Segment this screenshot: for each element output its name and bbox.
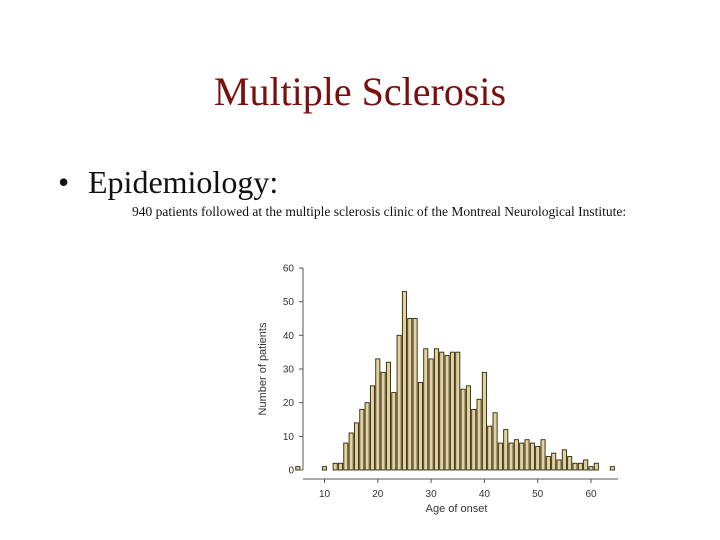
histogram-bar: [588, 466, 594, 471]
histogram-bar: [364, 402, 370, 471]
histogram-bar: [321, 466, 328, 471]
histogram-bar: [385, 361, 391, 471]
x-tick-label: 20: [372, 489, 384, 500]
histogram-bar: [476, 398, 482, 471]
histogram-bar: [513, 439, 519, 471]
y-axis-ticks: 0 10 20 30 40 50 60: [283, 264, 303, 477]
histogram-bar: [332, 462, 338, 471]
histogram-bar: [492, 412, 498, 471]
x-tick-label: 50: [532, 489, 544, 500]
histogram-bar: [481, 371, 487, 471]
histogram-bar: [524, 439, 530, 471]
y-tick-label: 40: [283, 331, 295, 342]
x-tick-label: 40: [479, 489, 491, 500]
y-tick-label: 20: [283, 398, 295, 409]
y-tick-label: 50: [283, 297, 295, 308]
histogram-bar: [353, 422, 360, 471]
histogram-bar: [375, 358, 381, 471]
histogram-bar: [609, 466, 615, 471]
bar-series: [295, 291, 615, 471]
histogram-bar: [545, 456, 551, 471]
histogram-bar: [401, 291, 407, 471]
histogram-bar: [337, 462, 344, 471]
bullet-item: • Epidemiology:: [58, 164, 278, 201]
y-tick-label: 10: [283, 432, 295, 443]
histogram-bar: [396, 334, 402, 471]
histogram-bar: [593, 462, 599, 471]
histogram-bar: [503, 429, 509, 471]
histogram-bar: [359, 408, 365, 471]
histogram-bar: [487, 425, 493, 471]
histogram-bar: [407, 318, 413, 471]
y-tick-label: 0: [288, 466, 294, 477]
y-tick-label: 30: [283, 365, 295, 376]
histogram-bar: [412, 318, 418, 471]
histogram-bar: [369, 385, 375, 471]
histogram-bar: [428, 358, 434, 471]
histogram-bar: [567, 456, 573, 471]
histogram-bar: [391, 392, 397, 471]
histogram-bar: [465, 385, 471, 471]
histogram-bar: [519, 442, 525, 471]
x-axis-ticks: 10 20 30 40 50 60: [319, 479, 597, 500]
chart-caption: 940 patients followed at the multiple sc…: [132, 204, 627, 219]
bullet-marker: •: [58, 164, 70, 200]
histogram-bar: [449, 351, 455, 471]
histogram-bar: [343, 442, 349, 471]
histogram-bar: [497, 442, 503, 471]
histogram-bar: [551, 452, 557, 471]
histogram-bar: [439, 351, 445, 471]
histogram-bar: [540, 439, 546, 471]
histogram-bar: [583, 459, 589, 471]
histogram-bar: [529, 442, 535, 471]
histogram-bar: [556, 459, 562, 471]
histogram-bar: [433, 348, 439, 471]
histogram-bar: [561, 449, 567, 471]
histogram-bar: [572, 462, 578, 471]
histogram-bar: [417, 382, 423, 471]
histogram-bar: [444, 355, 450, 471]
x-tick-label: 30: [426, 489, 438, 500]
histogram-bar: [295, 466, 301, 471]
histogram-bar: [423, 348, 429, 471]
histogram-bar: [460, 388, 466, 471]
y-axis-label: Number of patients: [257, 322, 269, 415]
y-tick-label: 60: [283, 264, 295, 275]
histogram-bar: [380, 371, 386, 471]
histogram-bar: [577, 462, 583, 471]
histogram-bar: [471, 408, 477, 471]
bullet-text: Epidemiology:: [88, 164, 279, 200]
slide-title: Multiple Sclerosis: [213, 69, 507, 114]
x-tick-label: 10: [319, 489, 331, 500]
x-tick-label: 60: [585, 489, 597, 500]
histogram-bar: [508, 442, 514, 471]
x-axis-label: Age of onset: [426, 503, 488, 515]
histogram-bar: [348, 432, 354, 471]
histogram-bar: [535, 445, 541, 471]
histogram-bar: [455, 351, 461, 471]
